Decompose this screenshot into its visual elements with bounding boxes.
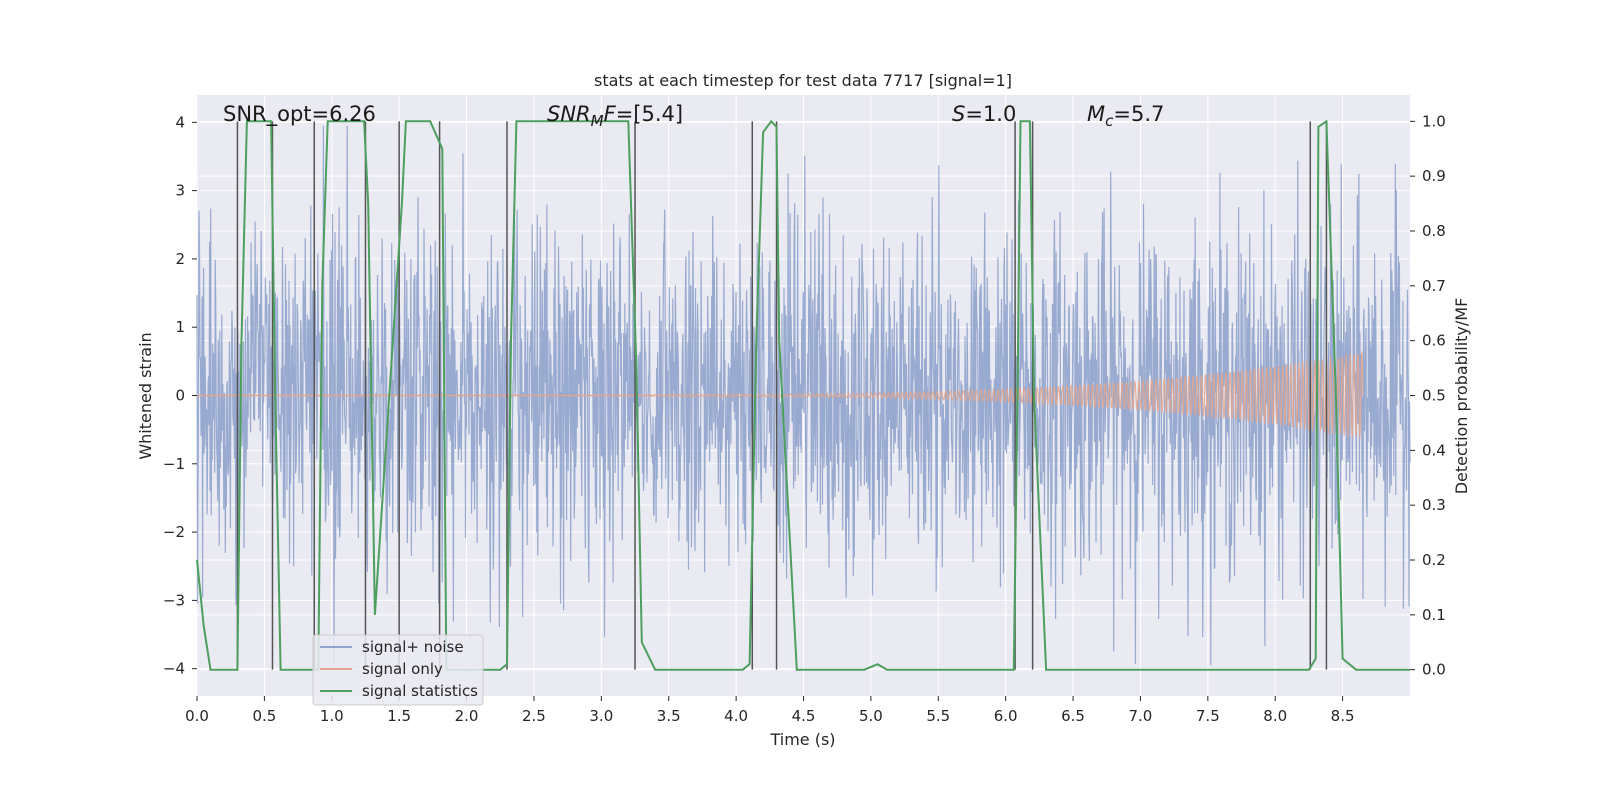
y2-tick-label-0: 1.0: [1422, 112, 1446, 130]
annotation-mc-value: =5.7: [1113, 102, 1164, 126]
legend-label-signal: signal only: [362, 660, 443, 678]
x-tick-label-10: 5.0: [859, 707, 883, 725]
y-tick-label-3: 1: [175, 318, 185, 336]
annotation-s-value: =1.0: [965, 102, 1016, 126]
x-tick-label-5: 2.5: [522, 707, 546, 725]
x-ticks: 0.0 0.5 1.0 1.5 2.0 2.5 3.0 3.5 4.0 4.5 5.0 5.5 6.0 6…: [185, 696, 1355, 725]
legend-label-noise: signal+ noise: [362, 638, 464, 656]
y2-ticks: 1.0 0.9 0.8 0.7 0.6 0.5 0.4 0.3 0.2 0.1 0.0: [1410, 112, 1446, 679]
x-axis-title: Time (s): [769, 730, 835, 749]
x-tick-label-17: 8.5: [1331, 707, 1355, 725]
annotation-mc-sub: c: [1105, 112, 1114, 130]
y-tick-label-1: 3: [175, 182, 185, 200]
x-tick-label-9: 4.5: [792, 707, 816, 725]
y2-tick-label-4: 0.6: [1422, 332, 1446, 350]
signal-chirp: [654, 351, 1364, 439]
x-tick-label-0: 0.0: [185, 707, 209, 725]
y2-tick-label-5: 0.5: [1422, 387, 1446, 405]
legend-label-stats: signal statistics: [362, 682, 478, 700]
x-tick-label-3: 1.5: [387, 707, 411, 725]
x-tick-label-13: 6.5: [1061, 707, 1085, 725]
y2-tick-label-1: 0.9: [1422, 167, 1446, 185]
x-tick-label-6: 3.0: [589, 707, 613, 725]
x-tick-label-12: 6.0: [994, 707, 1018, 725]
y2-tick-label-7: 0.3: [1422, 496, 1446, 514]
y2-tick-label-8: 0.2: [1422, 551, 1446, 569]
y-tick-label-6: −2: [163, 523, 185, 541]
x-tick-label-11: 5.5: [926, 707, 950, 725]
y2-tick-label-3: 0.7: [1422, 277, 1446, 295]
y-ticks: 4 3 2 1 0 −1 −2 −3 −4: [163, 113, 197, 678]
annotation-snr-mf-value: =[5.4]: [616, 102, 683, 126]
x-tick-label-7: 3.5: [657, 707, 681, 725]
y2-tick-label-2: 0.8: [1422, 222, 1446, 240]
y-tick-label-2: 2: [175, 250, 185, 268]
annotation-snr-mf: SNRMF=[5.4]: [547, 102, 683, 130]
y2-tick-label-9: 0.1: [1422, 606, 1446, 624]
annotation-snr-mf-f: F: [604, 102, 617, 126]
y2-tick-label-6: 0.4: [1422, 441, 1446, 459]
y2-axis-title: Detection probability/MF: [1452, 298, 1471, 495]
x-tick-label-14: 7.0: [1129, 707, 1153, 725]
x-tick-label-16: 8.0: [1263, 707, 1287, 725]
annotation-snr-mf-main: SNR: [547, 102, 591, 126]
annotation-mc: Mc=5.7: [1087, 102, 1164, 130]
y-tick-label-0: 4: [175, 113, 185, 131]
annotation-s: S=1.0: [952, 102, 1016, 126]
x-tick-label-8: 4.0: [724, 707, 748, 725]
y-tick-label-8: −4: [163, 660, 185, 678]
y-tick-label-7: −3: [163, 591, 185, 609]
x-tick-label-15: 7.5: [1196, 707, 1220, 725]
y-tick-label-5: −1: [163, 455, 185, 473]
y-tick-label-4: 0: [175, 387, 185, 405]
x-tick-label-4: 2.0: [455, 707, 479, 725]
y2-tick-label-10: 0.0: [1422, 661, 1446, 679]
annotation-mc-var: M: [1087, 102, 1105, 126]
legend: signal+ noise signal only signal statist…: [312, 634, 484, 706]
x-tick-label-1: 0.5: [252, 707, 276, 725]
x-tick-label-2: 1.0: [320, 707, 344, 725]
annotation-s-var: S: [952, 102, 965, 126]
chart-title: stats at each timestep for test data 771…: [594, 71, 1012, 90]
signal-series: [197, 351, 1364, 439]
annotation-snr-mf-sub: M: [591, 112, 604, 130]
annotation-snr-opt: SNR_opt=6.26: [223, 102, 376, 127]
legend-box: [312, 634, 484, 706]
y-axis-title: Whitened strain: [136, 332, 155, 459]
